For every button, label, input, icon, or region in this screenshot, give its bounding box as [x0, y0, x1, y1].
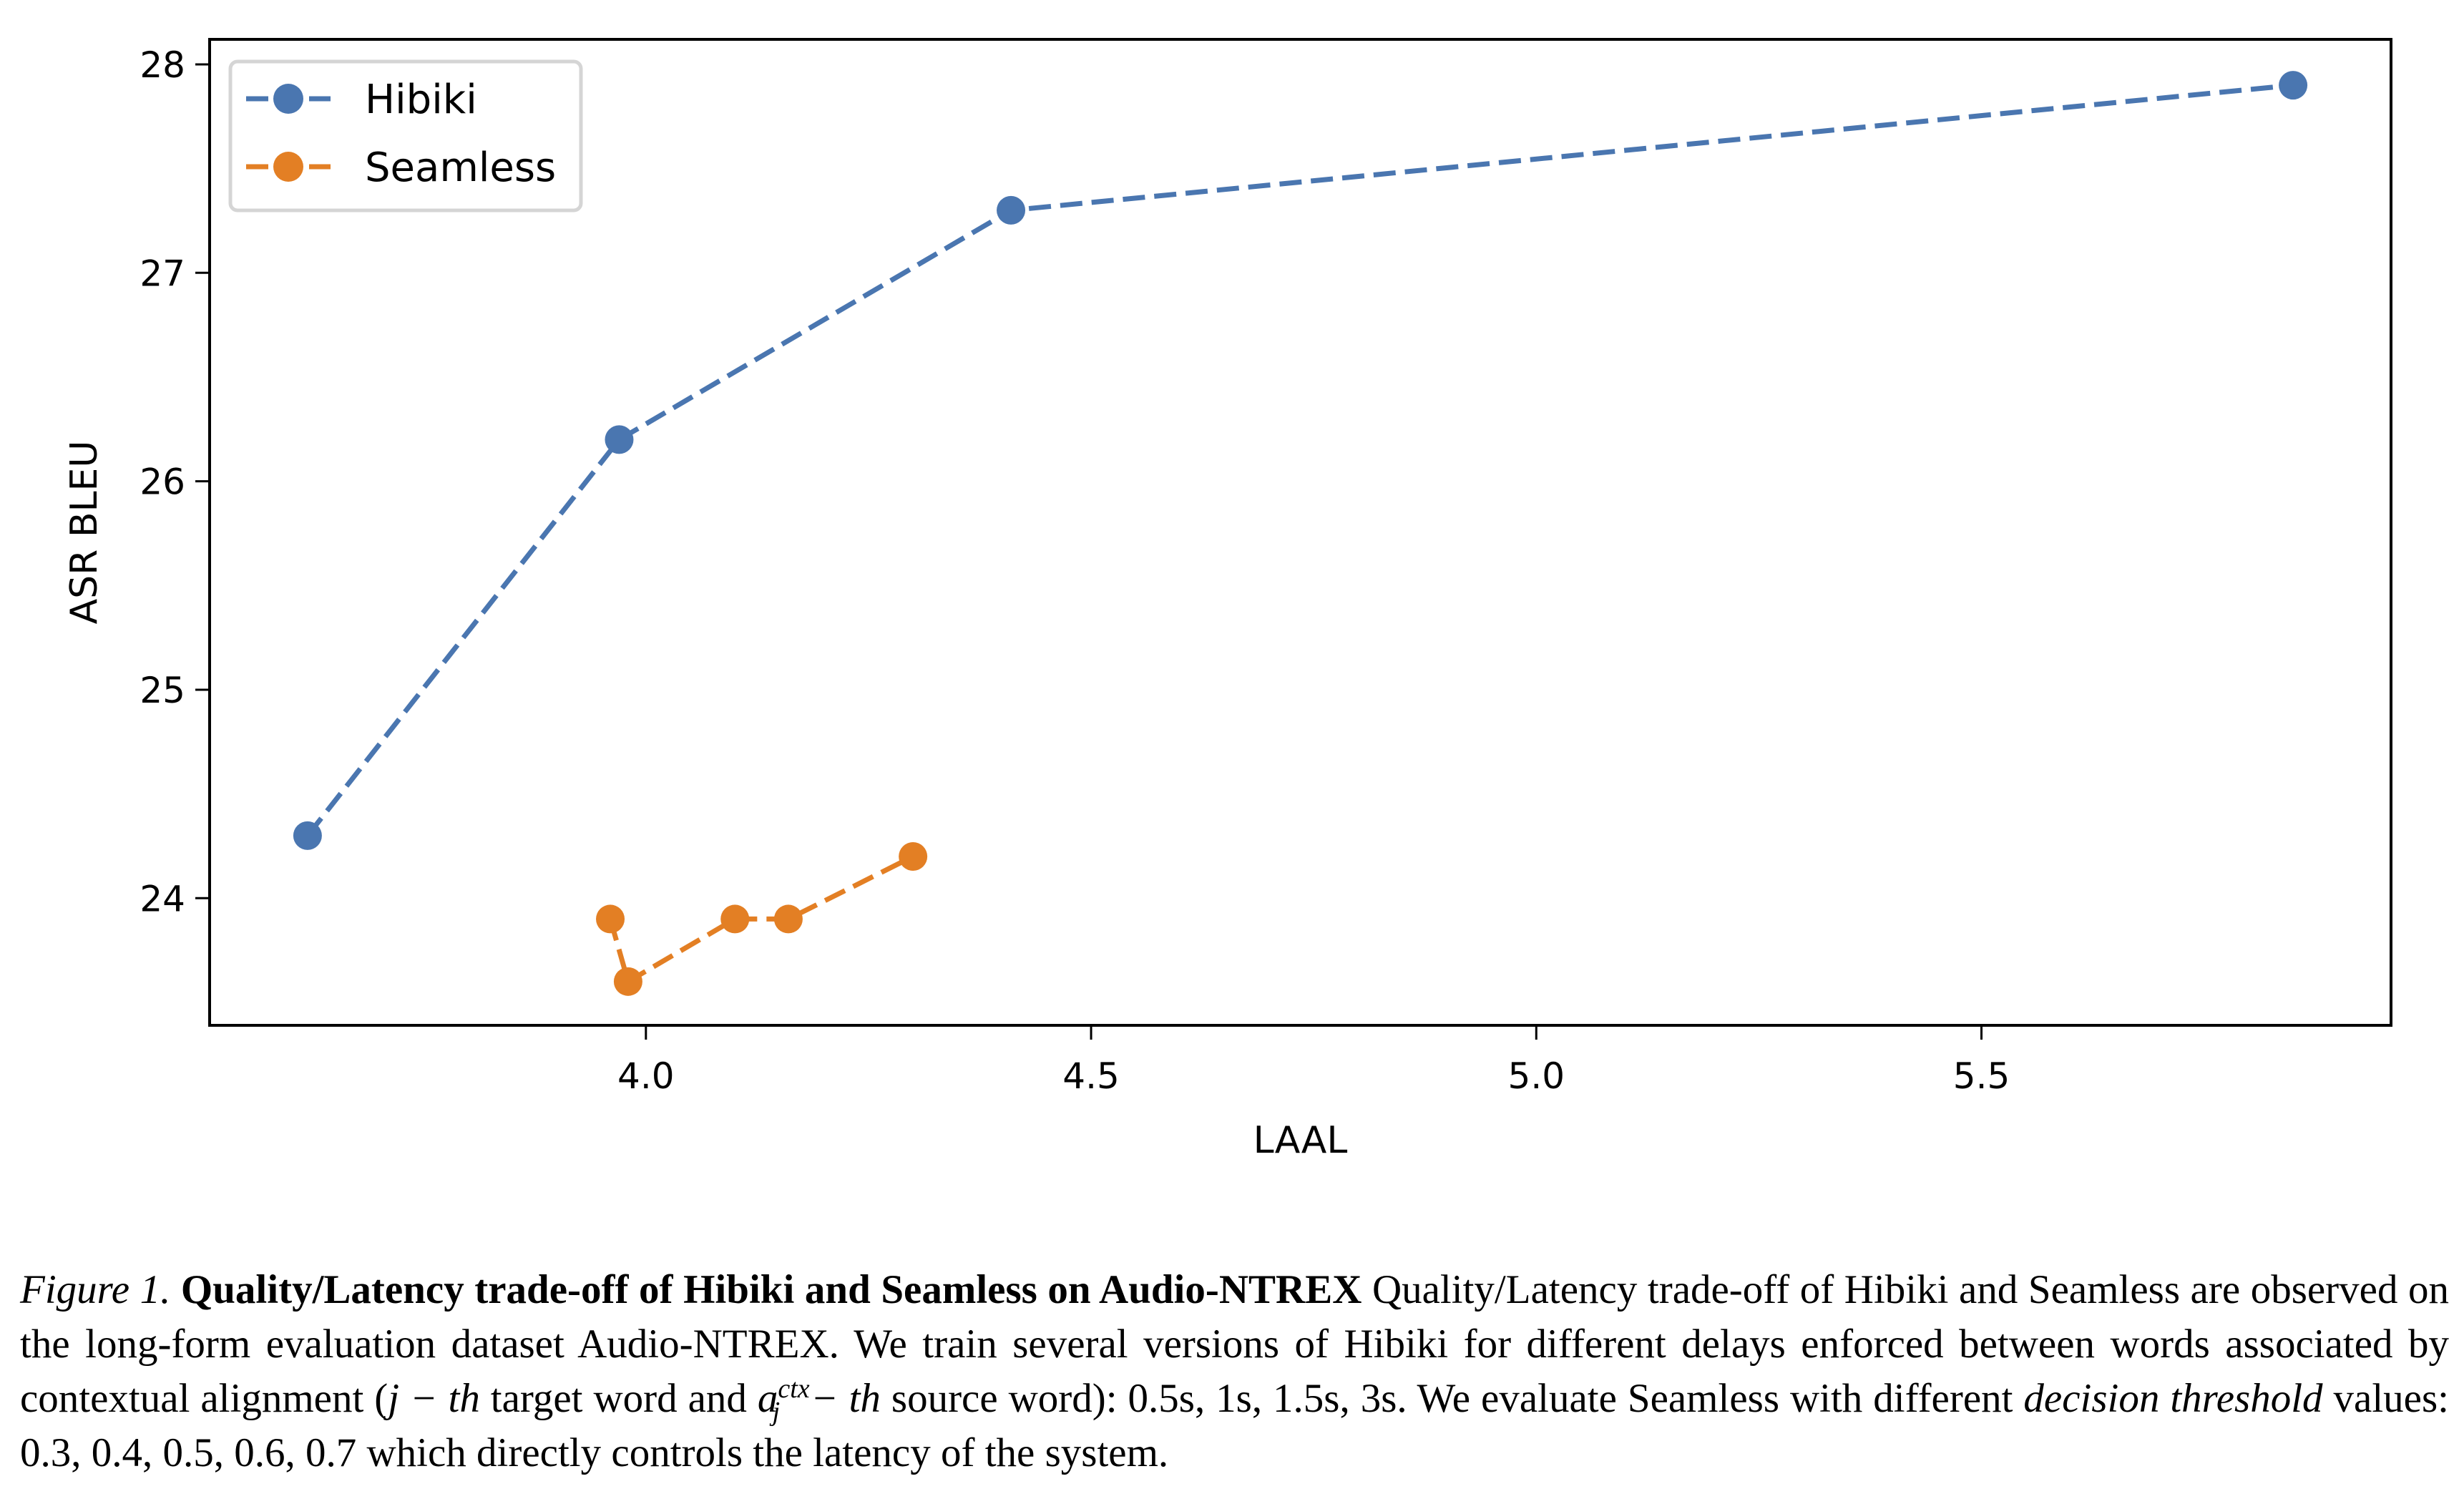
- y-tick-label: 28: [140, 44, 185, 86]
- caption-text: Quality/Latency trade-off of Hibiki and …: [20, 1267, 2450, 1421]
- series-hibiki: [293, 71, 2308, 850]
- data-point-hibiki: [2279, 71, 2308, 100]
- caption-text: target word and: [479, 1376, 758, 1421]
- caption-math-a-ctx: actxj: [757, 1375, 810, 1425]
- x-axis-label: LAAL: [1253, 1119, 1348, 1162]
- y-tick-label: 24: [140, 878, 185, 919]
- legend-label-hibiki: Hibiki: [365, 77, 477, 123]
- x-tick-label: 5.0: [1508, 1055, 1565, 1097]
- legend-entry-seamless: Seamless: [246, 145, 556, 191]
- math-subscript: j: [772, 1397, 781, 1427]
- caption-text: values: 0.3, 0.4, 0.5, 0.6, 0.7 which di…: [20, 1376, 2449, 1475]
- data-point-seamless: [773, 904, 803, 934]
- data-point-seamless: [596, 904, 625, 934]
- data-point-hibiki: [605, 425, 634, 454]
- x-axis: 4.0 4.5 5.0 5.5: [617, 1025, 2010, 1097]
- data-point-seamless: [899, 842, 928, 871]
- data-point-seamless: [720, 904, 750, 934]
- legend: Hibiki Seamless: [228, 59, 583, 213]
- x-tick-label: 4.5: [1062, 1055, 1120, 1097]
- caption-figure-number: Figure 1.: [20, 1267, 171, 1312]
- legend-marker-hibiki: [273, 84, 303, 114]
- x-tick-label: 5.5: [1953, 1055, 2010, 1097]
- chart: 4.0 4.5 5.0 5.5 24 25 26 27 28 LAAL ASR BLEU Hi…: [63, 38, 2392, 1162]
- series-seamless: [596, 842, 928, 996]
- legend-marker-seamless: [273, 152, 303, 182]
- y-axis-label: ASR BLEU: [63, 441, 106, 625]
- legend-entry-hibiki: Hibiki: [246, 77, 477, 123]
- axes-frame: [208, 38, 2392, 1027]
- y-tick-label: 26: [140, 462, 185, 503]
- y-tick-label: 27: [140, 253, 185, 294]
- series-line-seamless: [607, 854, 914, 986]
- caption-italic-term: decision threshold: [2023, 1376, 2323, 1421]
- y-axis: 24 25 26 27 28: [140, 44, 210, 919]
- series-line-hibiki: [305, 82, 2294, 838]
- data-point-hibiki: [997, 195, 1026, 225]
- x-tick-label: 4.0: [617, 1055, 675, 1097]
- data-point-hibiki: [293, 821, 322, 850]
- math-base: a: [757, 1376, 778, 1421]
- y-tick-label: 25: [140, 670, 185, 711]
- legend-label-seamless: Seamless: [365, 145, 556, 191]
- figure-caption: Figure 1. Quality/Latency trade-off of H…: [20, 1263, 2449, 1480]
- data-point-seamless: [613, 967, 642, 996]
- caption-math-th: − th: [800, 1376, 881, 1421]
- caption-title: Quality/Latency trade-off of Hibiki and …: [180, 1267, 1362, 1312]
- plot-area: [293, 71, 2308, 996]
- math-superscript: ctx: [778, 1374, 810, 1404]
- caption-math-j-th: j − th: [388, 1376, 480, 1421]
- caption-text: source word): 0.5s, 1s, 1.5s, 3s. We eva…: [880, 1376, 2024, 1421]
